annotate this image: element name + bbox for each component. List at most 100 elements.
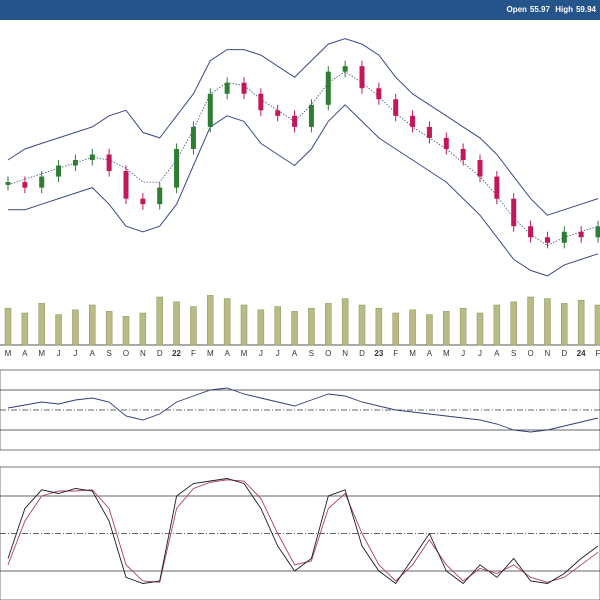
candle-body [22,182,28,188]
candle-body [595,226,600,238]
volume-bar [72,309,79,346]
candle-body [359,66,365,89]
candle-body [342,66,348,72]
x-tick-label: N [140,349,146,358]
x-tick-label: 22 [172,349,181,358]
candle-body [511,198,517,227]
x-tick-label: 24 [577,349,586,358]
volume-bar [308,307,315,346]
candle-body [561,231,567,243]
candle-body [393,99,399,116]
x-tick-label: F [596,349,600,358]
candle-body [443,137,449,149]
x-tick-label: N [545,349,551,358]
x-tick-label: M [207,349,214,358]
candle-body [123,171,129,199]
stochastic-k-line [7,478,599,585]
x-tick-label: J [57,349,61,358]
bollinger-middle-line [7,71,599,247]
candle-body [578,231,584,238]
candle-body [410,115,416,127]
candle-body [241,82,247,94]
volume-bar [493,304,501,346]
volume-bar [561,303,568,346]
candle-body [207,93,213,127]
candle-body [190,126,196,149]
candle-body [174,148,180,188]
stochastic-d-line [7,479,599,583]
high-label: High [555,5,573,14]
candle-body [460,148,466,160]
candle-body [258,93,264,111]
volume-bar [426,314,433,346]
volume-bar [392,312,399,346]
candle-body [89,154,95,160]
candle-body [56,165,62,177]
x-tick-label: D [157,349,163,358]
volume-bar [105,311,113,346]
volume-bar [594,304,600,346]
candle-body [544,237,550,243]
x-tick-label: M [38,349,45,358]
rsi-panel [0,369,600,451]
volume-bar [21,312,29,346]
volume-bar [291,311,298,346]
volume-bar [375,307,383,346]
volume-bar [4,307,12,346]
open-value: 55.97 [529,5,550,14]
stochastic-panel [0,466,600,600]
candle-body [292,115,298,127]
x-tick-label: 23 [374,349,383,358]
bollinger-upper-line [7,38,599,216]
volume-bar [122,315,130,346]
candle-body [426,126,432,138]
candle-body [275,110,281,116]
x-tick-label: A [292,349,298,358]
x-tick-label: O [527,349,533,358]
volume-bar [358,304,366,346]
x-tick-label: J [259,349,263,358]
volume-bar [240,304,248,346]
x-tick-label: D [359,349,365,358]
x-tick-label: J [478,349,482,358]
x-tick-label: M [443,349,450,358]
volume-bar [223,298,231,346]
volume-bar [409,309,416,346]
x-tick-label: A [22,349,28,358]
candle-body [140,198,146,205]
chart-header-bar: Open 55.97 High 59.94 [0,0,600,20]
volume-bar [173,301,180,346]
x-tick-label: S [106,349,111,358]
x-tick-label: A [90,349,96,358]
bollinger-lower-line [8,104,599,277]
x-tick-label: J [276,349,280,358]
volume-bar [459,307,467,346]
x-tick-label: J [461,349,465,358]
volume-bar [190,306,197,346]
volume-bar [510,301,517,346]
time-axis: M A M J J A S O N D 22 F M A M J J A S O N D 23 F M A M J J A S O N D 24 F [5,349,600,358]
rsi-line [7,387,599,433]
candle-body [5,182,11,185]
x-tick-label: M [409,349,416,358]
x-tick-label: A [427,349,433,358]
volume-bar [139,312,147,346]
volume-bar [207,295,214,346]
x-tick-label: S [511,349,516,358]
volume-bar [325,303,332,346]
volume-bar [341,298,349,346]
candle-body [477,160,483,177]
candle-body [494,176,500,199]
x-tick-label: S [309,349,314,358]
x-tick-label: O [325,349,331,358]
x-tick-label: F [393,349,398,358]
x-tick-label: N [342,349,348,358]
volume-panel [0,295,600,346]
x-tick-label: J [73,349,77,358]
candle-body [224,82,230,94]
volume-bar [274,306,281,346]
x-tick-label: F [191,349,196,358]
x-tick-label: M [5,349,12,358]
candle-body [106,154,112,172]
chart-canvas[interactable]: M A M J J A S O N D 22 F M A M J J A S O N D 23 F M A M J J A S O N D 24 F [0,20,600,600]
